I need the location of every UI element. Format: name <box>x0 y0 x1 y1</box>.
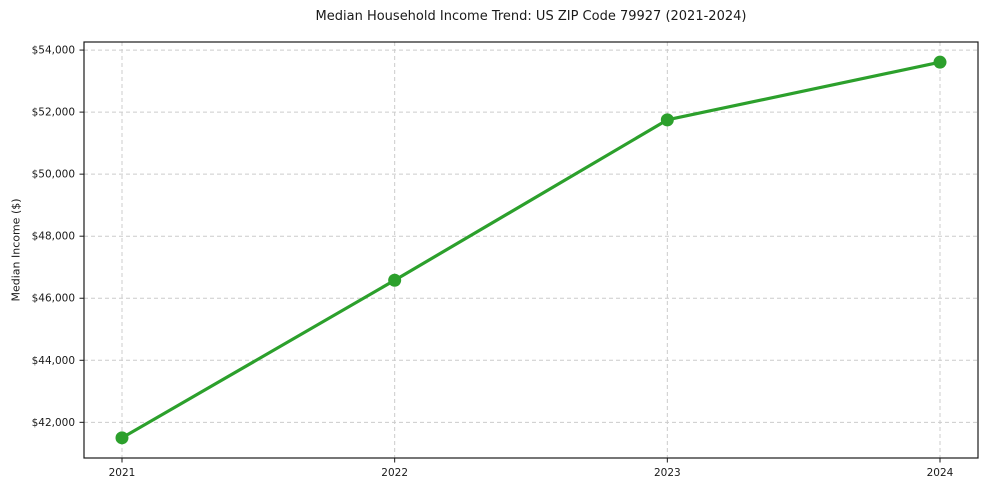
y-tick-label: $42,000 <box>32 417 75 429</box>
x-tick-label: 2022 <box>381 467 408 479</box>
data-point-marker <box>660 113 674 127</box>
trend-line <box>120 60 942 440</box>
y-tick-label: $44,000 <box>32 355 75 367</box>
plot-border <box>83 41 979 459</box>
chart-title: Median Household Income Trend: US ZIP Co… <box>315 9 747 24</box>
data-point-marker <box>115 431 129 445</box>
y-tick-label: $50,000 <box>32 169 75 181</box>
data-point-marker <box>933 55 947 69</box>
data-point-marker <box>388 273 402 287</box>
x-tick-label: 2021 <box>109 467 136 479</box>
x-tick-label: 2024 <box>927 467 954 479</box>
y-tick-label: $48,000 <box>32 231 75 243</box>
y-tick-label: $54,000 <box>32 45 75 57</box>
y-tick-label: $46,000 <box>32 293 75 305</box>
y-tick-label: $52,000 <box>32 107 75 119</box>
x-tick-label: 2023 <box>654 467 681 479</box>
